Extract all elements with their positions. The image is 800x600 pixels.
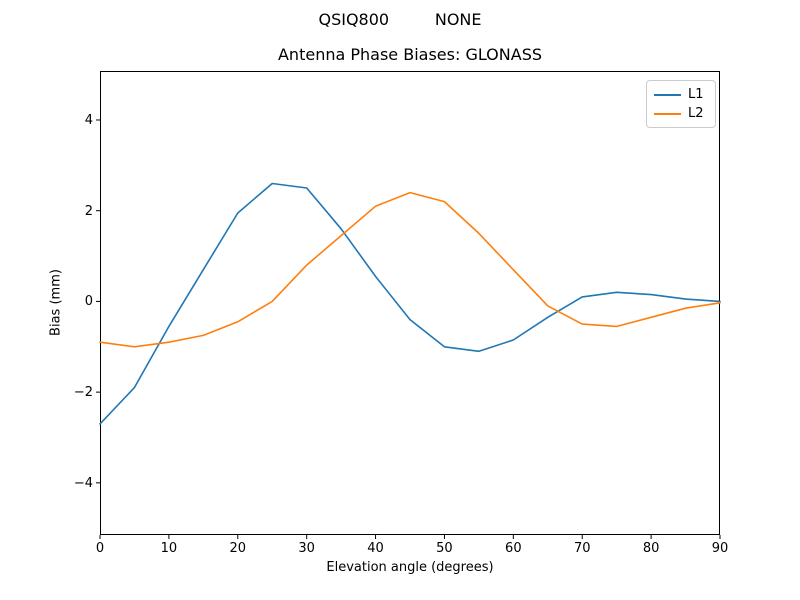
x-tick-label: 0 [95, 541, 105, 556]
y-tick-label: 4 [84, 112, 93, 128]
y-tick-label: −4 [73, 475, 93, 491]
x-tick-label: 70 [573, 541, 591, 556]
x-tick-label: 10 [160, 541, 178, 556]
figure-suptitle: QSIQ800 NONE [318, 10, 482, 29]
y-tick-label: −2 [73, 385, 93, 401]
y-tick-label: 2 [84, 203, 93, 219]
x-tick-label: 40 [367, 541, 384, 556]
legend-label-l2: L2 [688, 106, 704, 121]
chart-title: Antenna Phase Biases: GLONASS [277, 45, 542, 64]
y-tick-label: 0 [84, 294, 93, 310]
x-tick-label: 80 [642, 541, 660, 556]
legend-entry-l1: L1 [654, 85, 707, 104]
l1-line-swatch [654, 93, 681, 96]
legend: L1 L2 [646, 80, 716, 128]
series-line-l2 [99, 191, 721, 348]
x-tick-label: 30 [298, 541, 315, 556]
legend-label-l1: L1 [688, 87, 704, 102]
x-tick-label: 20 [229, 541, 247, 556]
legend-entry-l2: L2 [654, 104, 707, 123]
x-tick-label: 50 [436, 541, 453, 556]
x-tick-label: 60 [505, 541, 522, 556]
series-line-l1 [99, 182, 721, 425]
x-tick-label: 90 [711, 541, 729, 556]
l2-line-swatch [654, 112, 681, 115]
x-axis-label: Elevation angle (degrees) [326, 560, 494, 575]
